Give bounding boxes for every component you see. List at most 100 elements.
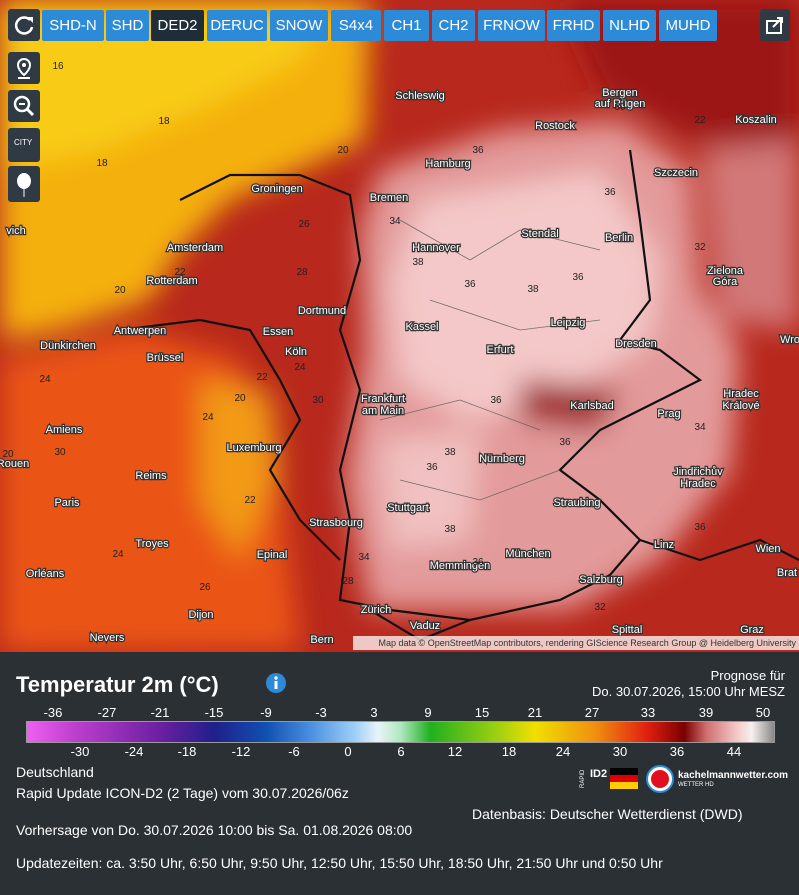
city-button[interactable]: CITY [8,128,40,162]
city-label: Paris [54,497,80,509]
brand-icon [646,765,674,793]
temperature-label: 34 [389,216,401,227]
forecast-range: Vorhersage von Do. 30.07.2026 10:00 bis … [16,822,413,838]
temperature-label: 28 [342,576,354,587]
layer-button[interactable]: SHD [106,10,149,41]
temperature-label: 38 [444,447,456,458]
layer-button[interactable]: CH2 [432,10,475,41]
city-label: Kassel [405,321,438,333]
city-label: Orléans [26,568,65,580]
location-button[interactable] [8,52,40,84]
temperature-label: 30 [312,395,324,406]
temperature-label: 24 [112,549,124,560]
temperature-label: 32 [694,242,706,253]
city-label: Brat [777,567,797,579]
brand-name: kachelmannwetter.com [678,770,789,781]
city-label: Rotterdam [146,275,197,287]
city-label: Dünkirchen [40,340,96,352]
city-label: Góra [713,276,738,288]
city-label: auf Rügen [595,98,646,110]
city-label: Berlin [605,232,633,244]
city-label: Reims [135,470,167,482]
city-label: Hannover [412,242,460,254]
layer-button[interactable]: DED2 [151,10,204,41]
city-label: Hradec [723,388,759,400]
scale-label: -12 [231,744,251,759]
temperature-label: 34 [358,552,370,563]
share-button[interactable] [760,9,790,41]
flag [610,768,638,789]
temperature-label: 38 [444,524,456,535]
temperature-label: 20 [2,449,14,460]
city-label: Erfurt [487,344,514,356]
rapid-logo: RAPID [580,769,586,788]
scale-label: 27 [584,705,600,720]
temperature-label: 24 [39,374,51,385]
temperature-label: 32 [594,602,606,613]
layer-button[interactable]: MUHD [659,10,717,41]
city-label: Dresden [615,338,657,350]
city-label: Szczecin [654,167,698,179]
forecast-label: Prognose für [710,668,785,683]
city-label: Memmingen [430,560,491,572]
temperature-label: 36 [604,187,616,198]
temperature-label: 30 [614,102,626,113]
city-label: Strasbourg [309,517,363,529]
region: Deutschland [16,764,94,780]
city-label: Wro [780,334,799,346]
scale-label: 18 [501,744,517,759]
scale-label: -21 [150,705,170,720]
city-label: Stendal [521,228,558,240]
balloon-button[interactable] [8,166,40,202]
temperature-label: 28 [296,267,308,278]
scale-label: 0 [344,744,352,759]
city-label: Rouen [0,458,29,470]
city-label: Linz [654,539,674,551]
temperature-label: 20 [337,145,349,156]
temperature-label: 18 [158,116,170,127]
city-label: Frankfurt [361,393,405,405]
scale-label: 44 [726,744,742,759]
zoom-button[interactable] [8,90,40,122]
temperature-label: 22 [244,495,256,506]
layer-button[interactable]: S4x4 [331,10,381,41]
scale-label: 6 [397,744,405,759]
scale-label: -36 [43,705,63,720]
scale-label: 9 [424,705,432,720]
layer-button[interactable]: CH1 [384,10,429,41]
city-label: am Main [362,405,404,417]
model: Rapid Update ICON-D2 (2 Tage) vom 30.07.… [16,785,349,801]
temperature-label: 36 [464,279,476,290]
brand-sub: WETTER HD [678,782,714,788]
layer-button[interactable]: FRHD [547,10,600,41]
scale-label: 21 [527,705,543,720]
layer-button[interactable]: SHD-N [42,10,104,41]
layer-button[interactable]: FRNOW [478,10,545,41]
scale-label: -30 [70,744,90,759]
city-label: Salzburg [579,574,622,586]
temperature-label: 22 [174,267,186,278]
city-label: Zielona [707,265,744,277]
temperature-label: 24 [202,412,214,423]
scale-label: 15 [474,705,490,720]
city-label: Schleswig [395,90,445,102]
layer-button[interactable]: NLHD [603,10,656,41]
forecast-time: Do. 30.07.2026, 15:00 Uhr MESZ [592,684,785,699]
layer-button[interactable]: DERUC [207,10,267,41]
city-label: Spittal [612,624,643,636]
city-label: vich [6,225,26,237]
refresh-button[interactable] [8,9,40,41]
city-label: Epinal [257,549,288,561]
temperature-label: 18 [96,158,108,169]
city-label: Bergen [602,87,637,99]
temperature-label: 38 [412,257,424,268]
city-label: CITY [14,138,33,147]
scale-label: 24 [555,744,571,759]
info-icon[interactable] [265,672,287,694]
city-label: Bremen [370,192,409,204]
scale-label: 50 [755,705,771,720]
city-label: Leipzig [551,317,586,329]
layer-button[interactable]: SNOW [270,10,328,41]
scale-label: 12 [447,744,463,759]
